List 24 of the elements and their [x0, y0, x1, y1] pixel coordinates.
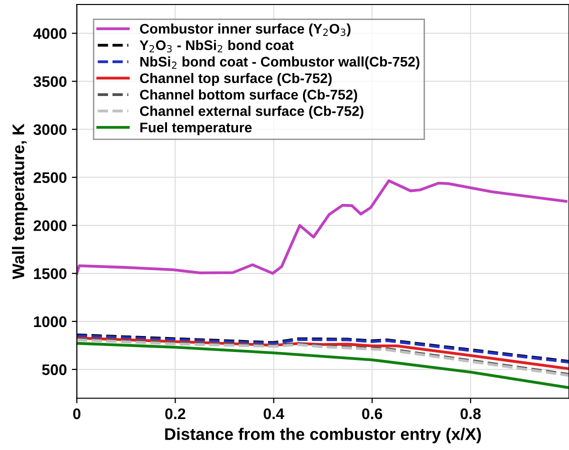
line-series	[76, 179, 568, 275]
y-tick-label: 1500	[34, 268, 66, 280]
legend-label: Channel bottom surface (Cb-752)	[140, 89, 358, 102]
y-tick-label: 500	[42, 364, 66, 376]
y-tick-label: 2000	[34, 220, 66, 232]
legend-label: NbSi$_{2}$ bond coat - Combustor wall(Cb-752)	[140, 56, 420, 70]
x-tick-label: 0.2	[165, 408, 186, 420]
y-tick-label: 3500	[33, 76, 66, 88]
legend-label: Combustor inner surface (Y$_{2}$O$_{3}$)	[140, 23, 350, 36]
line-series	[76, 342, 569, 390]
x-axis-title: Distance from the combustor entry (x/X)	[165, 428, 481, 444]
y-tick-label: 2500	[34, 172, 66, 184]
legend-label: Fuel temperature	[140, 122, 252, 136]
legend-label: Y$_{2}$O$_{3}$ - NbSi$_{2}$ bond coat	[140, 40, 294, 52]
x-tick-label: 0.4	[264, 408, 284, 420]
y-axis-title: Wall temperature, K	[12, 124, 28, 280]
legend-label: Channel top surface (Cb-752)	[140, 72, 332, 86]
y-tick-label: 1000	[34, 316, 66, 328]
y-tick-label: 3000	[33, 124, 66, 136]
x-tick-label: 0.6	[362, 408, 382, 420]
x-tick-label: 0	[73, 408, 80, 420]
x-tick-label: 0.8	[460, 408, 481, 420]
legend-label: Channel external surface (Cb-752)	[140, 106, 364, 119]
y-tick-label: 4000	[33, 28, 66, 39]
